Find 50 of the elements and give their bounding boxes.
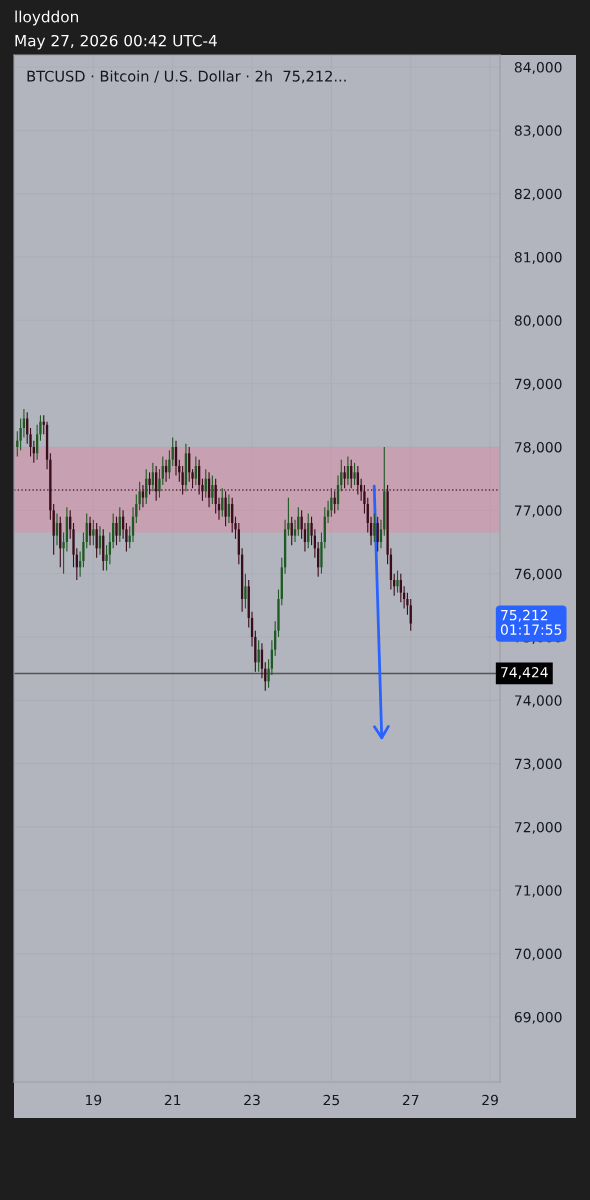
ref-line-label: 74,424 bbox=[501, 666, 548, 679]
candlestick bbox=[227, 493, 231, 524]
y-tick-label: 74,000 bbox=[515, 695, 562, 708]
candlestick bbox=[151, 462, 155, 492]
y-tick-label: 79,000 bbox=[515, 378, 562, 391]
candlestick bbox=[293, 519, 297, 543]
y-tick-label: 82,000 bbox=[514, 188, 562, 201]
x-tick-label: 29 bbox=[482, 1094, 498, 1106]
candlestick bbox=[148, 471, 151, 496]
text: lloyddon bbox=[15, 10, 79, 26]
candlestick bbox=[350, 459, 353, 489]
y-tick-label: 77,000 bbox=[515, 505, 562, 518]
candlestick bbox=[211, 474, 214, 505]
candlestick bbox=[194, 455, 197, 486]
candlestick bbox=[343, 465, 346, 489]
candlestick bbox=[409, 598, 412, 632]
x-tick-label: 21 bbox=[164, 1094, 181, 1106]
candlestick bbox=[290, 516, 293, 546]
candlestick bbox=[115, 516, 118, 546]
candlestick bbox=[373, 512, 376, 543]
candlestick bbox=[95, 522, 98, 559]
candlestick bbox=[92, 519, 95, 546]
y-tick-label: 78,000 bbox=[515, 441, 562, 454]
candlestick bbox=[257, 639, 260, 673]
y-tick-label: 70,000 bbox=[515, 948, 562, 961]
y-tick-label: 83,000 bbox=[514, 125, 562, 138]
y-tick-label: 71,000 bbox=[515, 885, 562, 898]
text: 01:17:55 bbox=[500, 624, 562, 635]
y-tick-label: 76,000 bbox=[515, 568, 562, 581]
candlestick bbox=[88, 516, 92, 546]
candlestick bbox=[224, 490, 227, 527]
text: BTCUSD · Bitcoin / U.S. Dollar · 2h 75,212... bbox=[27, 70, 346, 84]
y-tick-label: 80,000 bbox=[514, 315, 562, 328]
x-tick-label: 19 bbox=[86, 1094, 102, 1106]
x-tick-label: 23 bbox=[244, 1094, 260, 1106]
y-tick-label: 81,000 bbox=[514, 251, 562, 264]
y-tick-label: 72,000 bbox=[515, 821, 562, 834]
y-tick-label: 84,000 bbox=[514, 62, 562, 74]
candlestick bbox=[353, 462, 356, 486]
text: May 27, 2026 00:42 UTC-4 bbox=[15, 34, 217, 50]
text: 75,212 bbox=[501, 609, 548, 622]
y-tick-label: 73,000 bbox=[515, 758, 562, 771]
candlestick bbox=[396, 569, 399, 594]
candlestick bbox=[141, 484, 145, 508]
x-tick-label: 27 bbox=[402, 1094, 419, 1106]
candlestick bbox=[244, 573, 247, 610]
y-tick-label: 69,000 bbox=[514, 1011, 562, 1024]
x-tick-label: 25 bbox=[323, 1094, 340, 1106]
candlestick bbox=[55, 512, 59, 546]
candlestick bbox=[346, 455, 350, 486]
